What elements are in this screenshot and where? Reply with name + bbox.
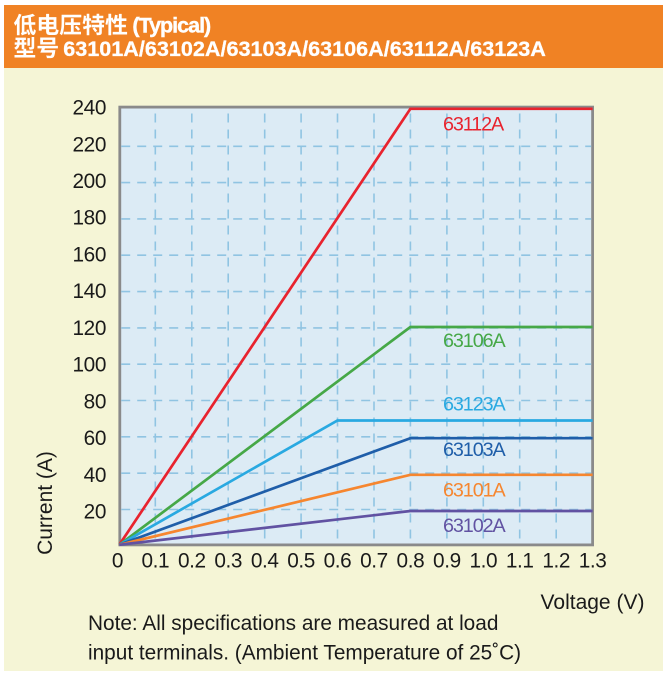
svg-text:140: 140	[73, 280, 107, 303]
svg-text:Note: All specifications are m: Note: All specifications are measured at…	[88, 612, 498, 635]
svg-text:160: 160	[73, 244, 107, 267]
svg-text:1.0: 1.0	[469, 550, 497, 573]
svg-text:200: 200	[73, 170, 107, 193]
svg-text:120: 120	[73, 317, 107, 340]
svg-text:63112A: 63112A	[443, 114, 505, 136]
svg-text:0.3: 0.3	[214, 550, 242, 573]
svg-text:40: 40	[84, 464, 106, 487]
svg-text:0.1: 0.1	[141, 550, 169, 573]
svg-text:0.2: 0.2	[178, 550, 206, 573]
svg-text:240: 240	[73, 97, 107, 120]
svg-text:1.3: 1.3	[579, 550, 607, 573]
svg-text:0.9: 0.9	[433, 550, 461, 573]
svg-text:input terminals. (Ambient Temp: input terminals. (Ambient Temperature of…	[88, 642, 521, 665]
svg-text:0: 0	[112, 550, 123, 573]
svg-text:180: 180	[73, 207, 107, 230]
svg-text:63102A: 63102A	[443, 515, 507, 537]
svg-text:1.1: 1.1	[506, 550, 534, 573]
svg-text:0.8: 0.8	[397, 550, 425, 573]
svg-text:63101A/63102A/63103A/63106A/63: 63101A/63102A/63103A/63106A/63112A/63123…	[63, 36, 546, 61]
svg-text:(Typical): (Typical)	[132, 14, 211, 38]
svg-text:63103A: 63103A	[443, 439, 507, 461]
svg-text:Current (A): Current (A)	[34, 451, 57, 555]
svg-text:220: 220	[73, 133, 107, 156]
svg-text:0.5: 0.5	[287, 550, 315, 573]
svg-text:1.2: 1.2	[542, 550, 570, 573]
svg-text:0.6: 0.6	[324, 550, 352, 573]
svg-text:20: 20	[84, 501, 106, 524]
svg-text:63101A: 63101A	[443, 480, 507, 502]
svg-text:63123A: 63123A	[443, 394, 507, 416]
svg-text:60: 60	[84, 427, 106, 450]
svg-text:63106A: 63106A	[443, 330, 507, 352]
svg-text:Voltage (V): Voltage (V)	[541, 591, 645, 614]
svg-text:0.4: 0.4	[251, 550, 279, 573]
svg-text:100: 100	[73, 354, 107, 377]
svg-text:80: 80	[84, 390, 106, 413]
svg-text:0.7: 0.7	[360, 550, 388, 573]
